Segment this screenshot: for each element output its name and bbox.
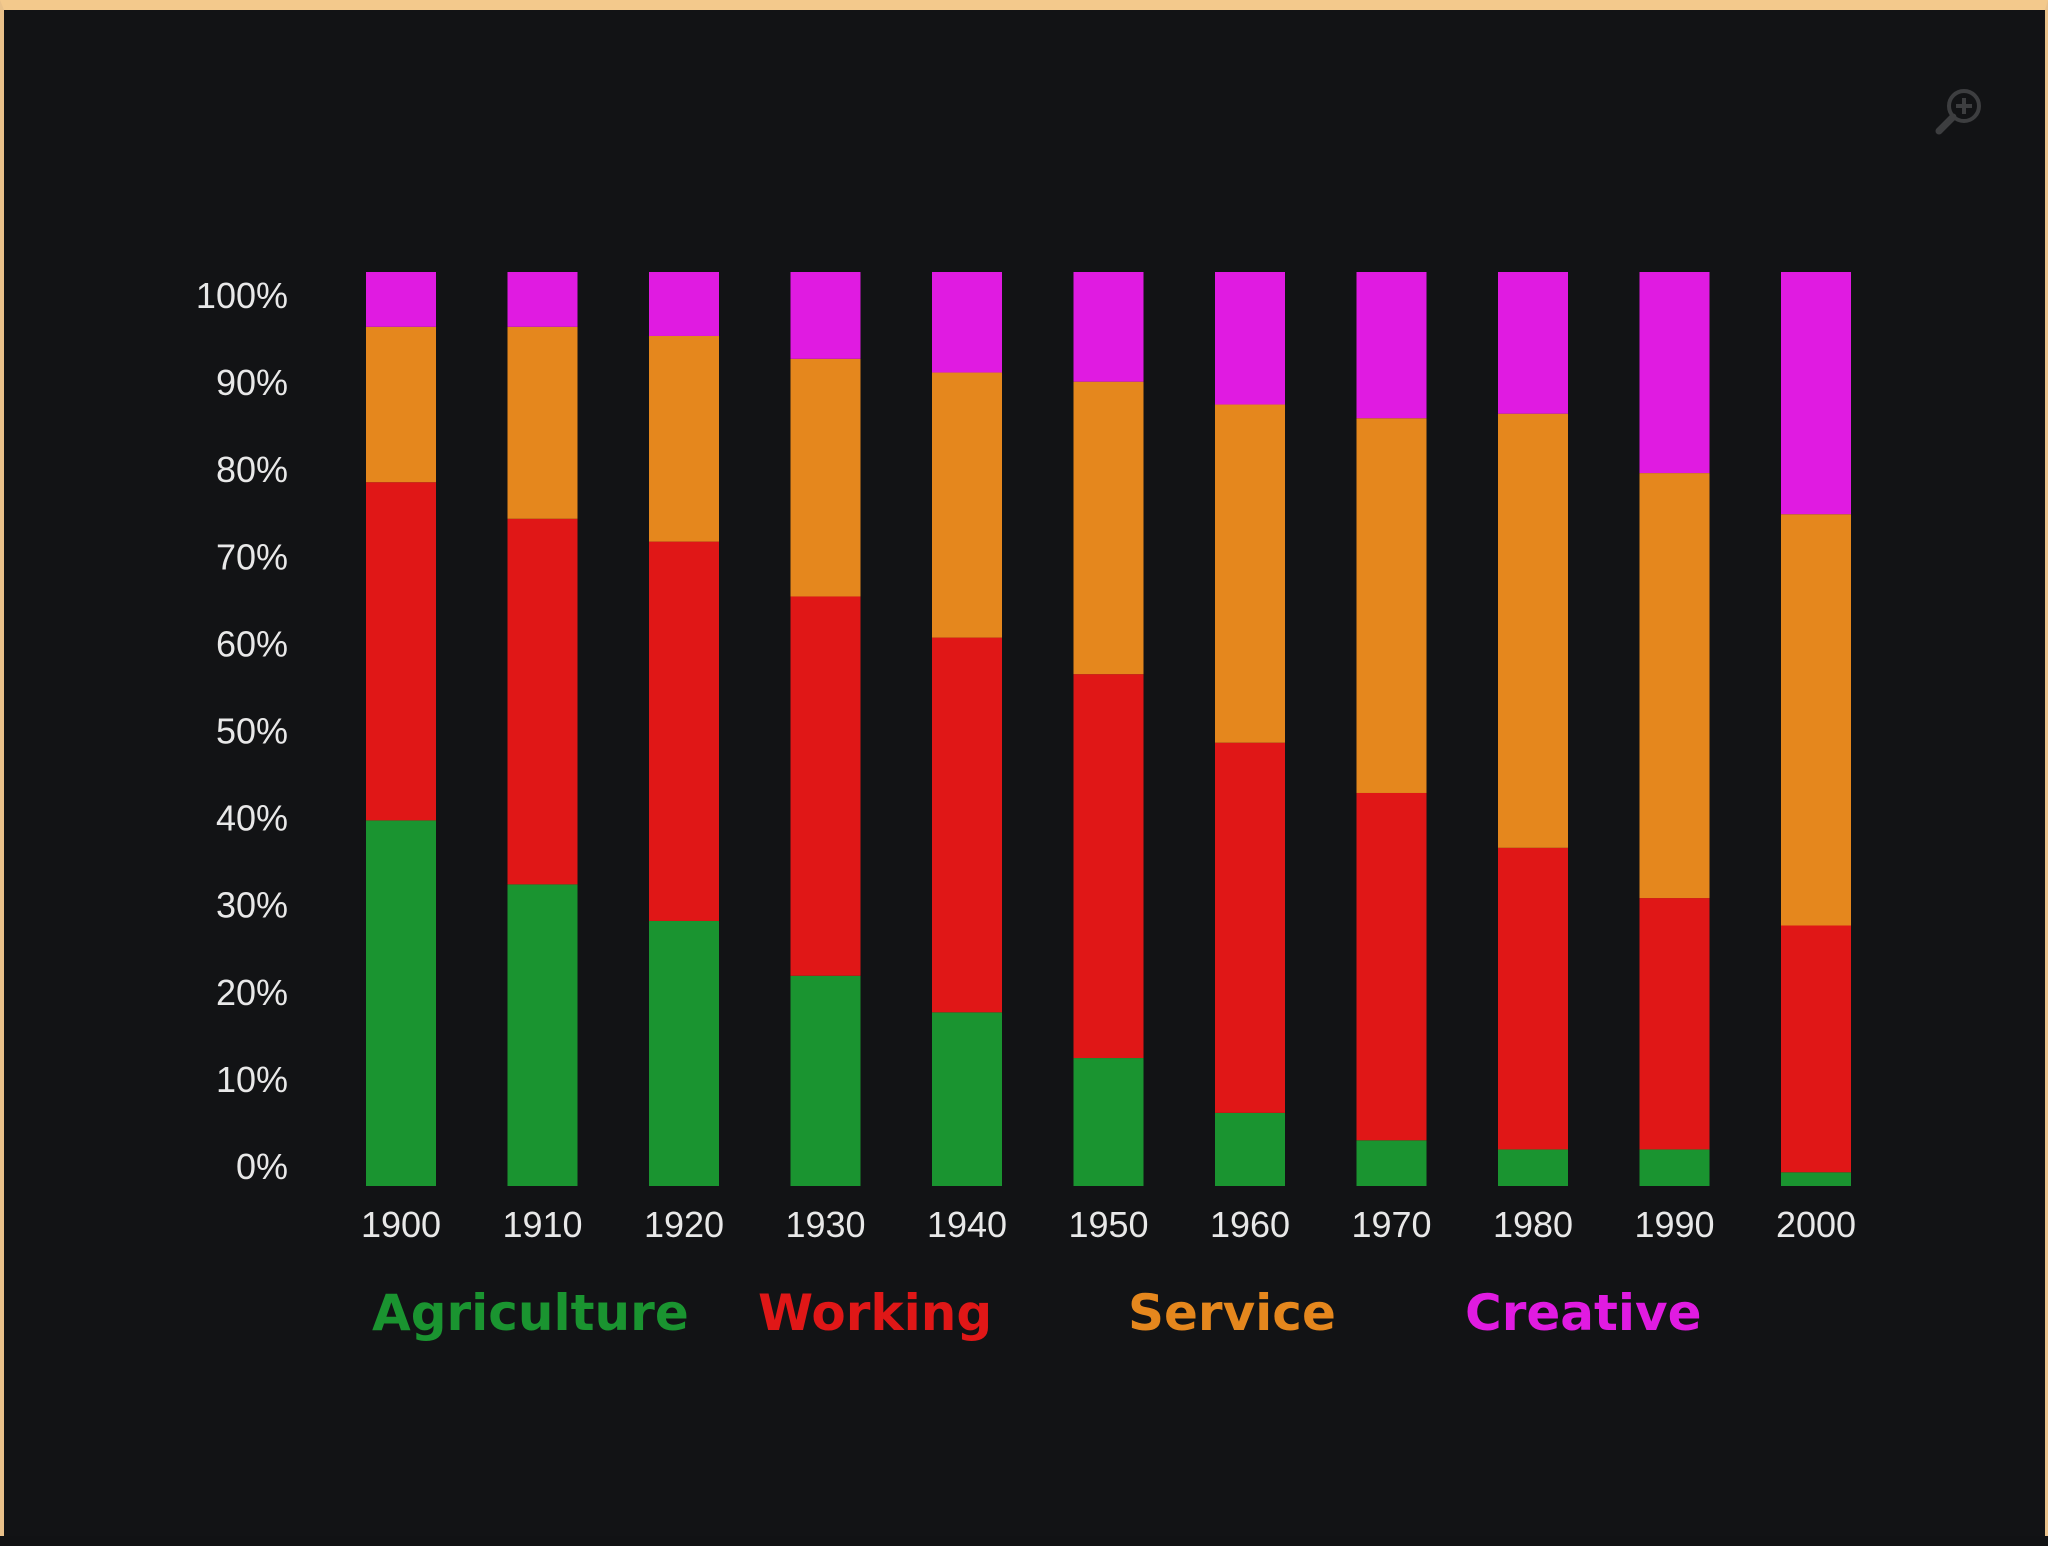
bar-1940-creative — [932, 272, 1002, 373]
zoom-in-icon[interactable] — [1932, 84, 1988, 140]
x-tick-label: 1980 — [1493, 1204, 1573, 1245]
x-tick-label: 1990 — [1634, 1204, 1714, 1245]
bar-1920-service — [649, 335, 719, 542]
bar-1940-working — [932, 637, 1002, 1013]
y-tick-label: 60% — [216, 623, 288, 664]
bar-1950-service — [1073, 381, 1144, 675]
bar-2000-creative — [1781, 272, 1851, 515]
bar-1950-working — [1073, 674, 1144, 1059]
bar-1940-agriculture — [932, 1012, 1002, 1186]
y-tick-label: 20% — [216, 972, 288, 1013]
x-tick-label: 1910 — [502, 1204, 582, 1245]
legend: Agriculture Working Service Creative — [372, 1284, 1702, 1342]
x-tick-label: 2000 — [1776, 1204, 1856, 1245]
bar-1940-service — [932, 372, 1002, 638]
y-tick-label: 80% — [216, 449, 288, 490]
y-tick-label: 50% — [216, 711, 288, 752]
bar-1920-agriculture — [649, 920, 719, 1186]
x-tick-label: 1920 — [644, 1204, 724, 1245]
bar-1910-service — [507, 326, 578, 519]
bar-1920-creative — [649, 272, 719, 336]
bars-layer — [366, 272, 1851, 1186]
bar-1960-service — [1215, 404, 1285, 743]
bar-1970-agriculture — [1356, 1140, 1427, 1186]
bar-1960-creative — [1215, 272, 1285, 405]
legend-item-agriculture: Agriculture — [372, 1284, 689, 1342]
bar-2000-service — [1781, 514, 1851, 926]
bar-1930-creative — [790, 272, 861, 359]
bar-1980-creative — [1498, 272, 1568, 414]
bar-1990-service — [1639, 473, 1710, 899]
y-tick-label: 10% — [216, 1059, 288, 1100]
y-tick-label: 90% — [216, 362, 288, 403]
y-tick-label: 70% — [216, 536, 288, 577]
bar-1970-working — [1356, 792, 1427, 1141]
legend-item-service: Service — [1128, 1284, 1336, 1342]
bar-1900-service — [366, 326, 436, 483]
bar-1950-creative — [1073, 272, 1144, 382]
bar-1970-service — [1356, 418, 1427, 793]
bar-1980-agriculture — [1498, 1149, 1568, 1186]
bar-1980-service — [1498, 413, 1568, 848]
y-tick-label: 0% — [236, 1146, 288, 1187]
x-tick-label: 1930 — [785, 1204, 865, 1245]
bar-1930-agriculture — [790, 975, 861, 1186]
bar-1930-service — [790, 358, 861, 597]
legend-item-working: Working — [758, 1284, 992, 1342]
y-tick-label: 100% — [196, 275, 288, 316]
bar-1900-working — [366, 482, 436, 821]
bar-1910-agriculture — [507, 884, 578, 1186]
x-axis-ticks: 1900 1910 1920 1930 1940 1950 1960 1970 1980 1990… — [361, 1204, 1856, 1245]
x-tick-label: 1900 — [361, 1204, 441, 1245]
bar-1960-agriculture — [1215, 1112, 1285, 1186]
legend-item-creative: Creative — [1465, 1284, 1702, 1342]
bar-1910-creative — [507, 272, 578, 327]
bar-2000-agriculture — [1781, 1172, 1851, 1186]
stacked-bar-chart: 0%10%20%30%40%50%60%70%80%90%100% 1900 19… — [196, 272, 1856, 1342]
x-tick-label: 1960 — [1210, 1204, 1290, 1245]
x-tick-label: 1970 — [1351, 1204, 1431, 1245]
y-axis-ticks: 0% 10% 20% 30% 40% 50% 60% 70% 80% 90% 100% — [196, 275, 288, 1187]
bar-1960-working — [1215, 742, 1285, 1113]
y-tick-label: 30% — [216, 885, 288, 926]
bar-2000-working — [1781, 925, 1851, 1173]
bar-1990-agriculture — [1639, 1149, 1710, 1186]
bar-1930-working — [790, 596, 861, 976]
y-tick-label: 40% — [216, 798, 288, 839]
bar-1900-creative — [366, 272, 436, 327]
bar-1980-working — [1498, 847, 1568, 1150]
bar-1990-creative — [1639, 272, 1710, 474]
x-tick-label: 1940 — [927, 1204, 1007, 1245]
x-tick-label: 1950 — [1068, 1204, 1148, 1245]
bar-1910-working — [507, 518, 578, 885]
bar-1990-working — [1639, 898, 1710, 1150]
bar-1950-agriculture — [1073, 1058, 1144, 1186]
bar-1900-agriculture — [366, 820, 436, 1186]
bar-1970-creative — [1356, 272, 1427, 419]
bar-1920-working — [649, 541, 719, 921]
